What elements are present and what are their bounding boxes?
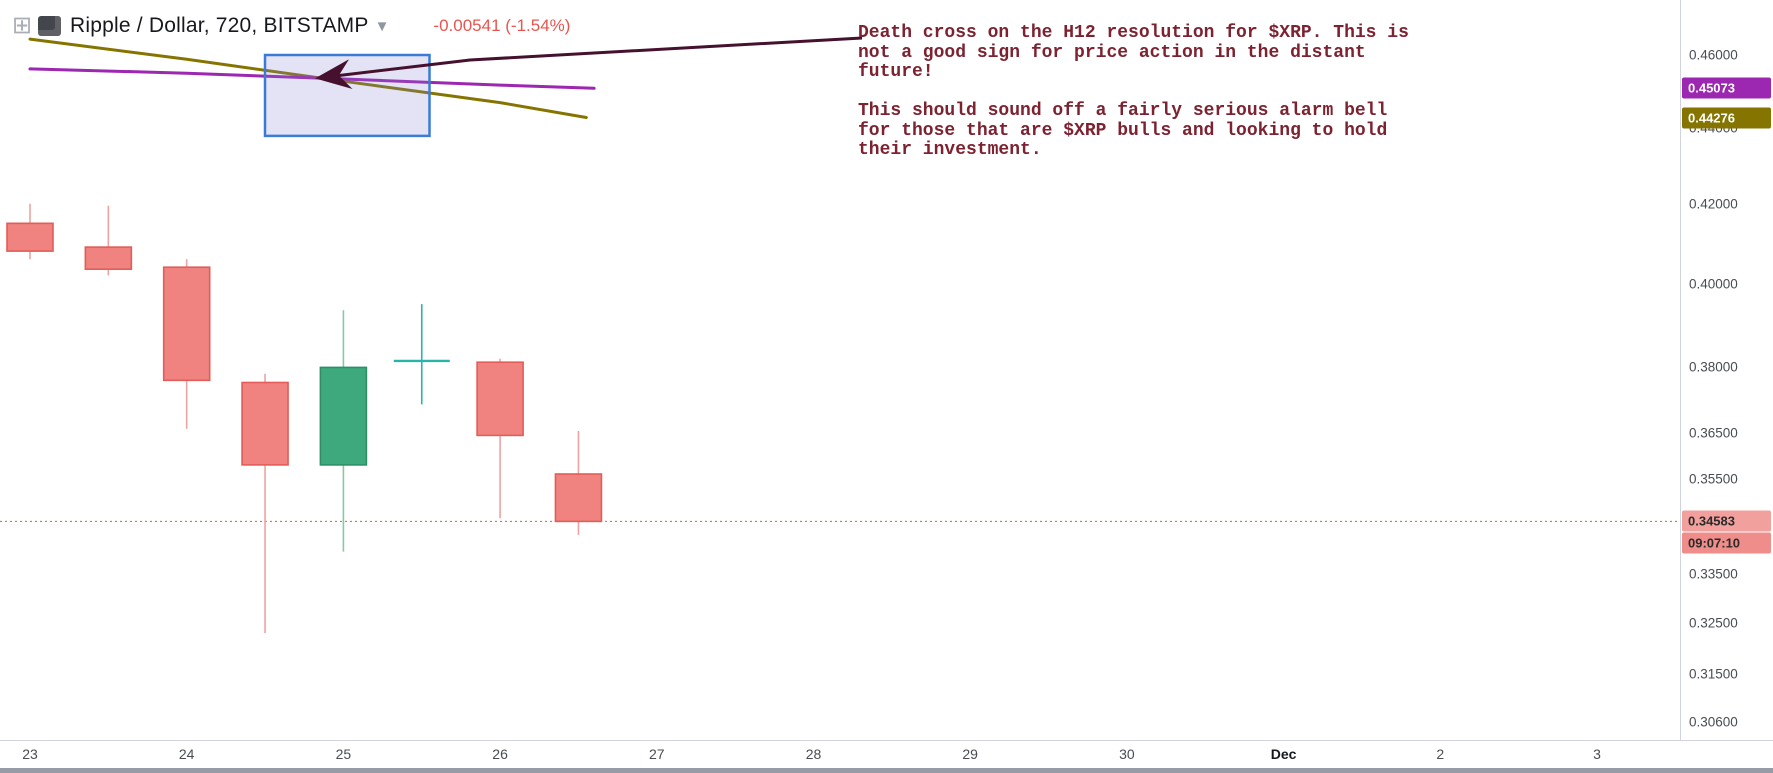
price-axis-label: 0.46000 [1689,47,1738,63]
price-axis-label: 0.30600 [1689,714,1738,729]
time-axis-label: 27 [649,746,665,762]
price-axis-label: 0.31500 [1689,666,1738,682]
chevron-down-icon[interactable]: ▼ [374,17,390,35]
candle[interactable] [393,304,450,405]
annotation-arrow[interactable] [315,36,863,90]
price-axis[interactable]: 0.460000.440000.420000.400000.380000.365… [1680,0,1773,740]
candle[interactable] [476,358,524,519]
price-axis-label: 0.35500 [1689,471,1738,487]
candle[interactable] [554,431,603,535]
time-axis[interactable]: 23 24 25 26 27 28 29 30 Dec 2 3 [0,740,1773,769]
candlestick-chart[interactable] [0,0,1680,740]
price-axis-label: 0.33500 [1689,566,1738,581]
candle[interactable] [84,205,133,276]
bar-countdown-badge: 09:07:10 [1682,532,1771,554]
time-axis-label: 30 [1119,746,1135,762]
ma-fast-olive-price-badge: 0.44276 [1682,107,1771,128]
time-axis-label: 23 [22,746,38,762]
time-axis-label: 2 [1436,746,1445,762]
symbol-title[interactable]: Ripple / Dollar, 720, BITSTAMP [70,14,369,37]
grid-icon[interactable]: ⊞ [12,12,33,39]
candle[interactable] [319,310,368,552]
price-axis-label: 0.32500 [1689,615,1738,631]
candle[interactable] [241,373,289,634]
annotation-text[interactable]: Death cross on the H12 resolution for $X… [858,23,1409,160]
price-axis-label: 0.38000 [1689,359,1738,375]
price-axis-label: 0.40000 [1689,276,1738,291]
time-axis-label: 25 [335,746,352,762]
price-axis-label: 0.36500 [1689,425,1738,441]
ma-slow-purple-price-badge: 0.45073 [1682,77,1771,99]
current-price-badge: 0.34583 [1682,510,1771,532]
candle[interactable] [6,203,54,260]
chart-pane[interactable]: ⊞ Ripple / Dollar, 720, BITSTAMP ▼ -0.00… [0,0,1680,740]
symbol-logo-icon [38,16,61,36]
time-axis-label: 28 [805,746,822,762]
page-bottom-divider [0,768,1773,773]
price-axis-label: 0.42000 [1689,196,1738,212]
time-axis-label: 24 [178,746,195,762]
chart-header: ⊞ Ripple / Dollar, 720, BITSTAMP ▼ -0.00… [12,14,570,38]
time-axis-label: 3 [1593,746,1601,762]
time-axis-label: 29 [962,746,978,762]
time-axis-label: Dec [1270,746,1297,762]
price-change: -0.00541 (-1.54%) [433,16,571,35]
candle[interactable] [162,259,211,429]
time-axis-label: 26 [492,746,508,762]
